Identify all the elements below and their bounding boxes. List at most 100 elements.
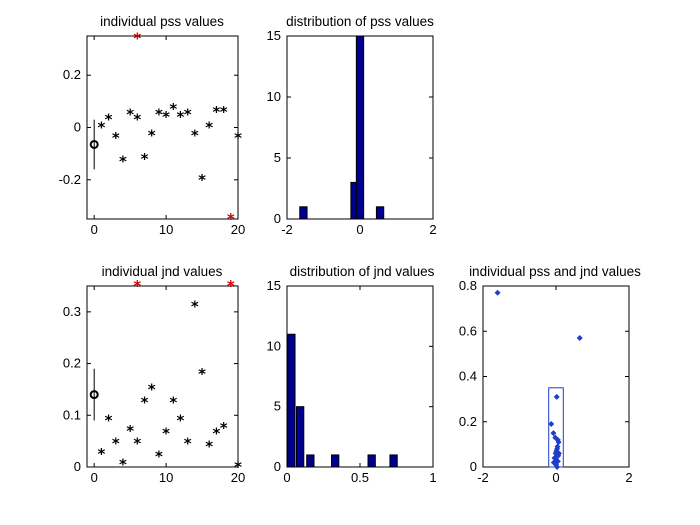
x-tick-label: 0	[552, 470, 559, 485]
y-tick-label: 0	[274, 459, 281, 474]
data-point: *	[133, 111, 141, 129]
y-tick-label: 0.6	[459, 323, 477, 338]
data-point	[553, 461, 559, 468]
data-point: *	[133, 30, 141, 48]
data-point: *	[234, 129, 242, 147]
data-point: *	[133, 435, 141, 453]
y-tick-label: 0.2	[63, 67, 81, 82]
y-tick-label: 5	[274, 150, 281, 165]
x-tick-label: -2	[281, 222, 293, 237]
data-point: *	[119, 455, 127, 473]
y-tick-label: 15	[267, 28, 281, 43]
panel-title: distribution of jnd values	[290, 264, 435, 279]
y-tick-label: 0.2	[459, 414, 477, 429]
data-point: *	[234, 458, 242, 476]
panel-pss-jnd-scatter: individual pss and jnd values -2 0 20.80.6…	[459, 264, 641, 485]
panel-jnd-distribution: distribution of jnd values 0 0.5 1 15 10 5 0	[267, 264, 437, 485]
y-tick-label: 10	[267, 89, 281, 104]
y-tick-label: 0	[74, 120, 81, 135]
axes-frame	[86, 285, 239, 468]
x-tick-label: 0	[91, 222, 98, 237]
mean-marker	[89, 390, 99, 400]
data-point	[555, 439, 562, 446]
y-tick-label: 0.1	[63, 407, 81, 422]
x-tick-label: 1	[429, 470, 436, 485]
data-point: *	[141, 393, 149, 411]
x-tick-label: 10	[159, 222, 173, 237]
data-point: *	[205, 437, 213, 455]
data-point: *	[148, 126, 156, 144]
data-point: *	[205, 119, 213, 137]
x-tick-label: 0.5	[351, 470, 369, 485]
histogram-bar	[375, 206, 385, 220]
data-point: *	[212, 424, 220, 442]
histogram-bar	[295, 406, 305, 468]
data-point: *	[227, 277, 235, 295]
data-point: *	[169, 100, 177, 118]
y-tick-label: 10	[267, 338, 281, 353]
data-point: *	[184, 435, 192, 453]
y-tick-label: 0	[470, 459, 477, 474]
y-tick-label: 0.3	[63, 304, 81, 319]
histogram-bar	[367, 454, 376, 468]
data-point: *	[212, 103, 220, 121]
y-tick-label: 0.2	[63, 356, 81, 371]
data-point: *	[97, 445, 105, 463]
data-point: *	[105, 111, 113, 129]
data-point: *	[220, 103, 228, 121]
data-point: *	[162, 424, 170, 442]
x-tick-label: 20	[231, 222, 245, 237]
panel-jnd-values: individual jnd values 0 10 200.30.20.10***…	[63, 264, 245, 485]
data-point: *	[119, 152, 127, 170]
data-point: *	[141, 150, 149, 168]
x-tick-label: 20	[231, 470, 245, 485]
data-point: *	[112, 129, 120, 147]
x-tick-label: 10	[159, 470, 173, 485]
data-point	[550, 430, 557, 437]
data-point	[553, 393, 560, 400]
data-point: *	[191, 126, 199, 144]
data-point: *	[97, 119, 105, 137]
histogram-bar	[355, 35, 365, 220]
histogram-bar	[331, 454, 340, 468]
y-tick-label: 15	[267, 278, 281, 293]
y-tick-label: 5	[274, 399, 281, 414]
data-point: *	[155, 105, 163, 123]
data-point: *	[133, 277, 141, 295]
x-tick-label: 0	[283, 470, 290, 485]
data-point: *	[227, 210, 235, 228]
data-point: *	[162, 108, 170, 126]
data-point: *	[198, 365, 206, 383]
data-point	[576, 335, 583, 342]
data-point: *	[177, 411, 185, 429]
y-tick-label: 0	[274, 211, 281, 226]
panel-title: individual pss values	[100, 14, 224, 29]
panel-title: distribution of pss values	[286, 14, 434, 29]
data-point: *	[191, 298, 199, 316]
data-point: *	[112, 435, 120, 453]
data-point	[494, 289, 501, 296]
histogram-bar	[299, 206, 308, 220]
data-point	[555, 450, 562, 457]
histogram-bar	[389, 454, 398, 468]
data-point: *	[126, 422, 134, 440]
data-point: *	[177, 108, 185, 126]
data-point: *	[148, 380, 156, 398]
panel-title: individual pss and jnd values	[469, 264, 641, 279]
x-tick-label: 2	[625, 470, 632, 485]
x-tick-label: 2	[429, 222, 436, 237]
x-tick-label: -2	[477, 470, 489, 485]
y-tick-label: 0.8	[459, 278, 477, 293]
data-point: *	[105, 411, 113, 429]
mean-marker	[89, 139, 99, 149]
histogram-bar	[287, 333, 296, 468]
data-point: *	[198, 171, 206, 189]
histogram-bar	[306, 454, 315, 468]
y-tick-label: -0.2	[59, 172, 81, 187]
data-point: *	[155, 448, 163, 466]
data-point: *	[184, 105, 192, 123]
data-point: *	[220, 419, 228, 437]
data-point: *	[126, 105, 134, 123]
